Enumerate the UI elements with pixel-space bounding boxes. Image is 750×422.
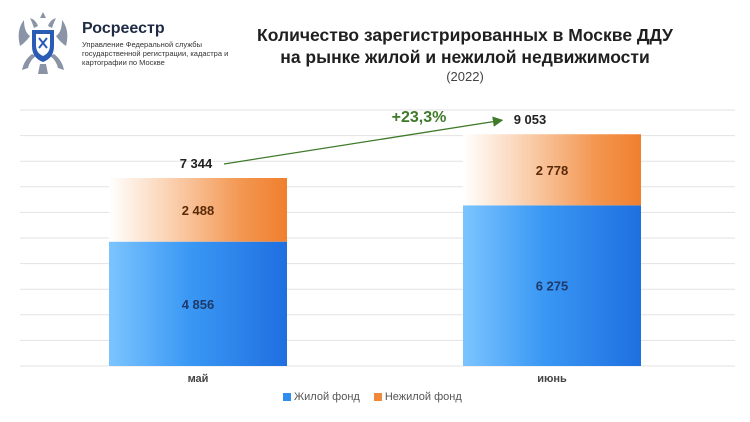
- growth-arrow: [223, 116, 504, 165]
- bar-residential: [109, 241, 287, 366]
- growth-label: +23,3%: [392, 109, 447, 126]
- legend-label-residential: Жилой фонд: [294, 391, 360, 403]
- legend-swatch-nonresidential: [373, 393, 382, 401]
- total-label: 9 053: [514, 112, 547, 127]
- chart-title-line-1: Количество зарегистрированных в Москве Д…: [257, 25, 673, 45]
- chart-title-line-2: на рынке жилой и нежилой недвижимости: [280, 47, 650, 67]
- legend-swatch-residential: [283, 393, 291, 401]
- chart-legend: Жилой фонд Нежилой фонд: [283, 391, 462, 403]
- data-label-residential: 6 275: [536, 279, 569, 294]
- chart-title: Количество зарегистрированных в Москве Д…: [225, 24, 705, 68]
- data-label-residential: 4 856: [182, 297, 215, 312]
- bar-nonresidential: [109, 177, 287, 242]
- rosreestr-emblem-icon: [18, 12, 68, 74]
- data-label-nonresidential: 2 778: [536, 163, 569, 178]
- legend-label-nonresidential: Нежилой фонд: [384, 391, 462, 403]
- bar-residential: [463, 205, 641, 366]
- brand-subtitle: Управление Федеральной службы государств…: [82, 40, 229, 67]
- bar-nonresidential: [463, 134, 641, 206]
- legend-item-residential: Жилой фонд: [283, 391, 360, 403]
- data-label-nonresidential: 2 488: [182, 203, 215, 218]
- brand-name: Росреестр: [82, 20, 165, 37]
- x-tick-label: май: [188, 373, 209, 385]
- chart-subtitle: (2022): [446, 69, 484, 84]
- legend-item-nonresidential: Нежилой фонд: [373, 391, 462, 403]
- total-label: 7 344: [180, 156, 213, 171]
- x-tick-label: июнь: [537, 373, 567, 385]
